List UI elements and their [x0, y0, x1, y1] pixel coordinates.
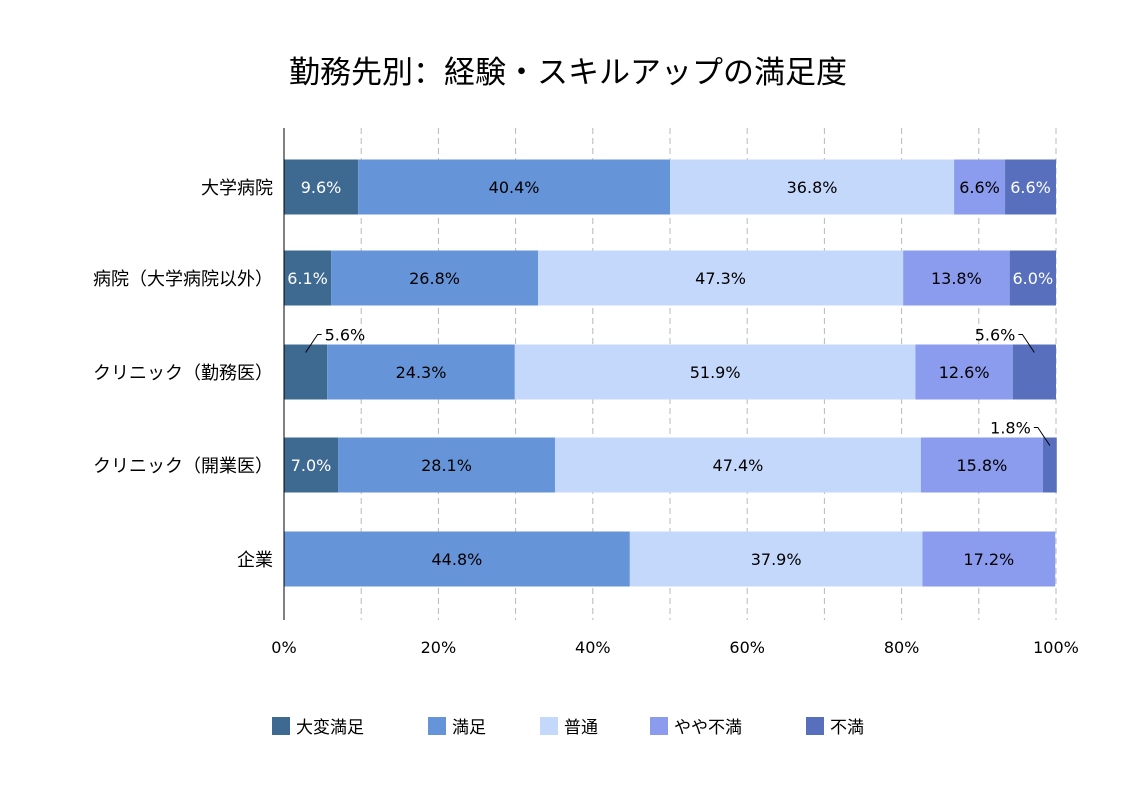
- data-label: 28.1%: [421, 456, 472, 475]
- data-label: 47.4%: [713, 456, 764, 475]
- category-label: 病院（大学病院以外）: [93, 269, 273, 290]
- data-label: 6.6%: [1010, 178, 1051, 197]
- data-label: 6.0%: [1013, 269, 1054, 288]
- bar-segment: [1012, 344, 1056, 400]
- data-label: 1.8%: [990, 419, 1031, 438]
- legend-label: 不満: [830, 718, 864, 738]
- bar-segment: [922, 531, 1056, 587]
- bar-segment: [629, 531, 923, 587]
- category-label: 大学病院: [201, 178, 273, 199]
- legend-swatch: [272, 717, 290, 735]
- data-label: 17.2%: [963, 550, 1014, 569]
- bar-segment: [284, 250, 332, 306]
- leader-line: [1033, 427, 1051, 446]
- bar-segment: [1005, 159, 1056, 215]
- bar-segment: [284, 531, 630, 587]
- bar-segment: [284, 159, 359, 215]
- data-labels: 9.6% 40.4% 36.8% 6.6% 6.6% 6.1% 26.8% 47.3% 13.8…: [287, 178, 1053, 569]
- legend-swatch: [540, 717, 558, 735]
- bar-segment: [514, 344, 916, 400]
- x-tick-label: 100%: [1033, 638, 1079, 657]
- data-label: 47.3%: [695, 269, 746, 288]
- data-label: 36.8%: [787, 178, 838, 197]
- bar-segment: [284, 437, 339, 493]
- bar-segment: [554, 437, 921, 493]
- leader-line: [1018, 334, 1035, 353]
- bar-segment: [903, 250, 1010, 306]
- data-label: 6.1%: [287, 269, 328, 288]
- data-label: 24.3%: [396, 363, 447, 382]
- data-label: 44.8%: [432, 550, 483, 569]
- bar-segment: [284, 344, 328, 400]
- data-label: 7.0%: [291, 456, 332, 475]
- x-tick-label: 20%: [421, 638, 457, 657]
- x-tick-label: 0%: [271, 638, 296, 657]
- bar-segment: [358, 159, 670, 215]
- bar-segment: [1042, 437, 1057, 493]
- category-label: クリニック（勤務医）: [93, 363, 273, 384]
- legend-label: 普通: [564, 718, 598, 738]
- data-label: 51.9%: [690, 363, 741, 382]
- legend: 大変満足 満足 普通 やや不満 不満: [272, 717, 864, 738]
- legend-swatch: [650, 717, 668, 735]
- category-label: 企業: [237, 550, 273, 571]
- x-tick-label: 40%: [575, 638, 611, 657]
- data-label: 26.8%: [409, 269, 460, 288]
- data-label: 5.6%: [325, 326, 366, 345]
- bar-segment: [1009, 250, 1056, 306]
- data-label: 9.6%: [301, 178, 342, 197]
- category-label: クリニック（開業医）: [93, 456, 273, 477]
- leader-line: [305, 334, 322, 353]
- bar-segment: [327, 344, 515, 400]
- data-label: 5.6%: [975, 326, 1016, 345]
- data-label: 40.4%: [489, 178, 540, 197]
- bar-segment: [338, 437, 555, 493]
- data-label: 15.8%: [956, 456, 1007, 475]
- data-label: 13.8%: [931, 269, 982, 288]
- legend-swatch: [428, 717, 446, 735]
- legend-label: 満足: [452, 718, 486, 738]
- bar-segment: [915, 344, 1013, 400]
- chart-title: 勤務先別：経験・スキルアップの満足度: [289, 55, 847, 91]
- data-label: 6.6%: [959, 178, 1000, 197]
- bar-segment: [670, 159, 955, 215]
- bar-segment: [537, 250, 904, 306]
- legend-swatch: [806, 717, 824, 735]
- x-tick-label: 80%: [884, 638, 920, 657]
- data-label: 12.6%: [939, 363, 990, 382]
- bar-segment: [331, 250, 538, 306]
- bar-segment: [954, 159, 1006, 215]
- data-label: 37.9%: [751, 550, 802, 569]
- bar-segment: [920, 437, 1043, 493]
- legend-label: やや不満: [674, 718, 742, 738]
- x-tick-label: 60%: [729, 638, 765, 657]
- bars: [284, 159, 1057, 587]
- legend-label: 大変満足: [296, 718, 364, 738]
